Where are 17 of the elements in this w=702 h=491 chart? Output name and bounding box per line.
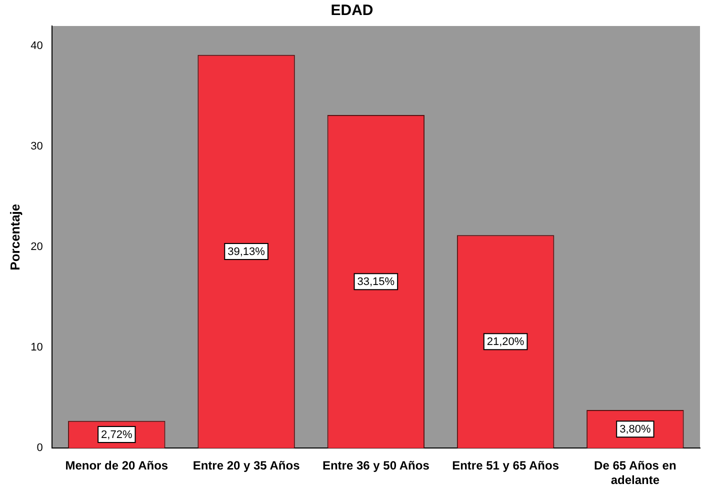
x-tick-label: Entre 36 y 50 Años [322, 458, 430, 473]
y-tick-label: 0 [36, 442, 43, 454]
data-label: 2,72% [101, 429, 132, 442]
data-label: 33,15% [357, 276, 395, 288]
data-label: 21,20% [486, 336, 524, 348]
x-tick-label: Menor de 20 Años [65, 458, 168, 473]
y-tick-label: 40 [30, 40, 43, 52]
y-tick-label: 20 [30, 241, 43, 254]
x-tick-label: De 65 Años en adelante [594, 458, 676, 488]
y-axis-title: Porcentaje [7, 204, 22, 270]
x-tick-label: Entre 20 y 35 Años [192, 458, 300, 473]
chart-title: EDAD [330, 2, 374, 20]
x-tick-label: Entre 51 y 65 Años [452, 458, 560, 473]
y-tick-label: 10 [30, 342, 43, 354]
y-tick-label: 30 [30, 140, 43, 153]
data-label: 39,13% [228, 246, 266, 258]
data-label: 3,80% [620, 424, 651, 436]
